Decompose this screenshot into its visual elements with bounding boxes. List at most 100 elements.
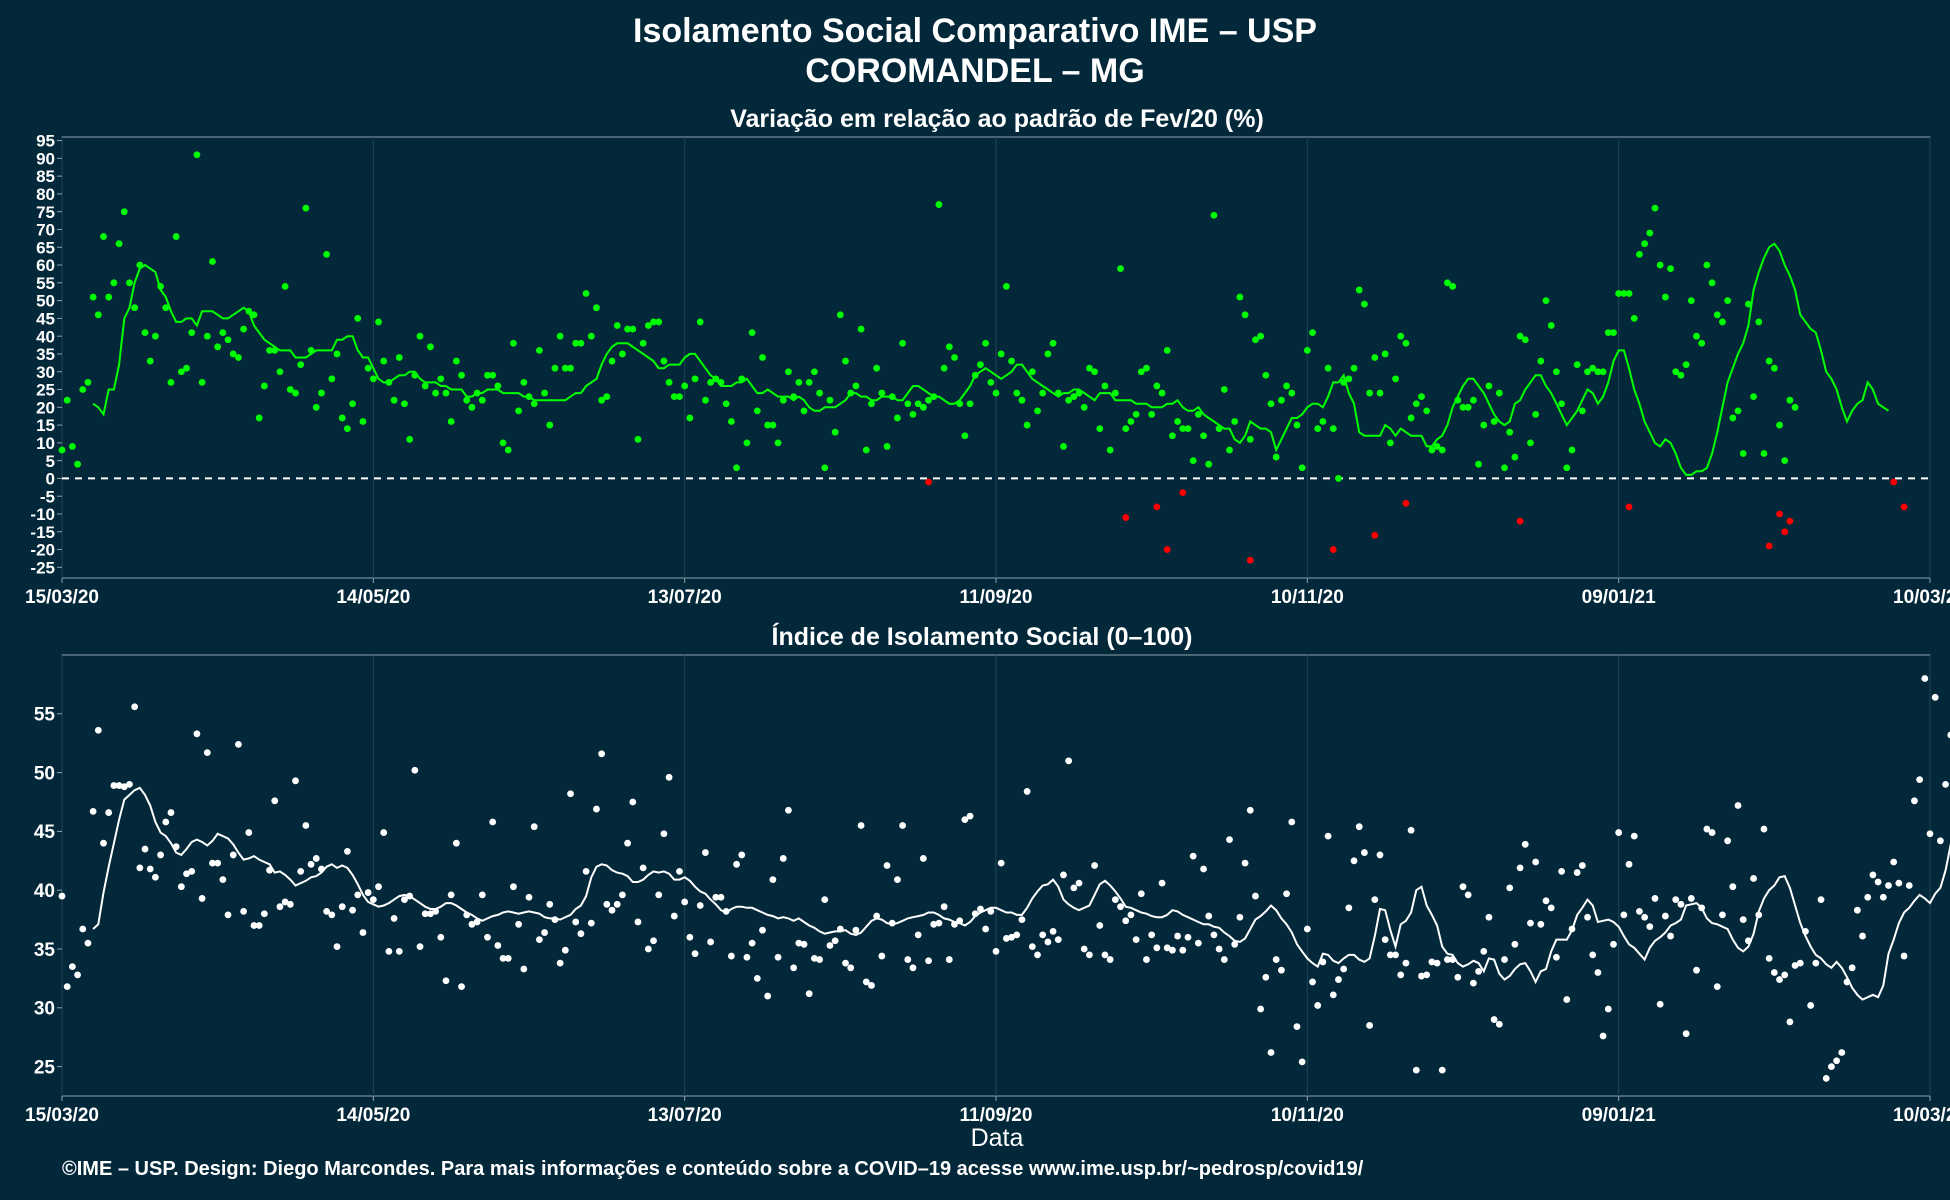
data-point: [810, 955, 818, 962]
data-point: [1298, 1058, 1306, 1066]
data-point: [582, 867, 590, 875]
data-point: [1568, 446, 1576, 454]
data-point: [1070, 884, 1078, 892]
data-point: [401, 400, 408, 408]
data-point: [1101, 382, 1109, 390]
data-point: [1838, 1049, 1846, 1056]
data-point: [619, 891, 626, 899]
data-point: [1563, 464, 1571, 472]
y-tick-label: 60: [36, 256, 55, 275]
data-point: [442, 389, 450, 397]
data-point: [1573, 869, 1581, 876]
data-point: [1584, 368, 1591, 376]
data-point: [1475, 967, 1482, 975]
data-point: [1324, 832, 1332, 840]
data-point: [940, 903, 948, 911]
data-point: [1075, 879, 1083, 887]
data-point: [567, 364, 574, 372]
data-point: [1371, 354, 1379, 361]
data-point: [629, 798, 637, 806]
data-point: [1495, 389, 1503, 397]
data-point: [136, 864, 144, 872]
data-point: [1288, 389, 1296, 397]
data-point: [1329, 991, 1337, 999]
data-point: [800, 940, 808, 948]
data-point: [1589, 951, 1597, 959]
data-point: [1236, 913, 1244, 921]
y-tick-label: 20: [36, 398, 55, 417]
data-point: [369, 375, 377, 383]
data-point: [925, 957, 932, 965]
data-point: [1708, 829, 1716, 836]
data-point: [821, 464, 829, 472]
panel1-plot: 15/03/20 14/05/20 13/07/20 11/09/20 10/11/20…: [25, 132, 1950, 608]
data-point: [878, 389, 886, 397]
data-point: [608, 357, 616, 365]
footer-credit: ©IME – USP. Design: Diego Marcondes. Par…: [62, 1158, 1364, 1180]
data-point: [1423, 407, 1431, 415]
data-point: [1719, 911, 1726, 919]
data-point: [79, 925, 87, 933]
data-point: [1687, 297, 1695, 304]
data-point: [390, 396, 398, 404]
data-point: [987, 378, 995, 386]
data-point: [883, 862, 891, 869]
data-point: [1018, 916, 1026, 923]
data-point: [1194, 411, 1202, 418]
data-point: [1833, 1057, 1840, 1065]
data-point: [1620, 911, 1628, 919]
data-point: [1853, 906, 1861, 914]
data-point: [1750, 393, 1757, 401]
data-point: [1148, 931, 1156, 939]
data-point: [868, 400, 875, 408]
data-point: [945, 343, 953, 351]
data-point: [935, 201, 943, 208]
y-tick-label: 55: [34, 705, 56, 726]
data-point: [1734, 407, 1742, 415]
data-point: [935, 919, 943, 927]
data-point: [1220, 956, 1228, 963]
data-point: [1926, 830, 1934, 838]
data-point: [1163, 944, 1171, 952]
data-point: [1729, 414, 1737, 422]
data-point: [458, 983, 465, 991]
data-point: [629, 325, 637, 333]
data-point: [1532, 858, 1540, 866]
data-point: [1402, 959, 1410, 967]
data-point: [1345, 904, 1353, 912]
data-point: [1023, 421, 1031, 429]
data-point: [281, 282, 289, 290]
data-point: [281, 898, 289, 906]
moving-average-line: [92, 786, 1950, 1001]
data-point: [1091, 368, 1098, 376]
data-point: [100, 839, 107, 847]
data-point: [577, 930, 585, 938]
data-point: [276, 368, 284, 376]
data-point: [343, 847, 351, 855]
data-point: [1283, 890, 1290, 898]
data-point: [1345, 375, 1353, 383]
data-point: [1542, 297, 1550, 304]
data-point: [1106, 446, 1114, 454]
data-point: [1765, 955, 1773, 962]
data-point: [836, 311, 844, 319]
data-point: [94, 726, 102, 734]
data-point: [1537, 357, 1545, 365]
data-point: [561, 364, 569, 372]
data-point: [375, 883, 382, 891]
data-point: [1262, 973, 1270, 981]
data-point: [1656, 1000, 1664, 1008]
y-tick-label: 50: [36, 292, 55, 311]
data-point: [1516, 332, 1524, 340]
data-point: [364, 889, 372, 896]
data-point: [1397, 971, 1405, 979]
data-point: [769, 876, 777, 884]
data-point: [655, 891, 663, 899]
data-point: [1661, 912, 1669, 920]
data-point: [1947, 731, 1950, 739]
data-point: [235, 354, 242, 361]
data-point: [992, 947, 1000, 955]
data-point: [442, 977, 450, 985]
data-point: [1931, 693, 1939, 701]
data-point: [380, 829, 388, 836]
